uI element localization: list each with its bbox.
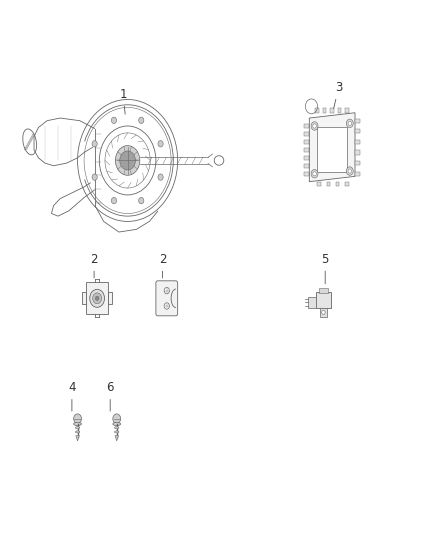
Text: 3: 3 <box>334 81 343 108</box>
Bar <box>304 124 309 128</box>
Circle shape <box>113 414 120 423</box>
Circle shape <box>111 117 117 124</box>
Bar <box>317 127 347 172</box>
Circle shape <box>139 117 144 124</box>
Circle shape <box>74 414 81 423</box>
Bar <box>355 172 360 176</box>
Bar <box>109 293 112 304</box>
Bar <box>308 297 316 309</box>
Circle shape <box>158 141 163 147</box>
Ellipse shape <box>74 422 81 425</box>
Bar <box>319 288 328 293</box>
Circle shape <box>120 151 135 170</box>
Ellipse shape <box>75 426 80 429</box>
Ellipse shape <box>115 426 119 429</box>
Circle shape <box>348 121 352 125</box>
Circle shape <box>313 124 316 128</box>
Circle shape <box>95 296 99 301</box>
Circle shape <box>322 310 325 314</box>
Bar <box>315 108 319 113</box>
Polygon shape <box>76 435 79 441</box>
Bar <box>304 132 309 136</box>
Circle shape <box>92 141 97 147</box>
Text: 2: 2 <box>159 253 166 278</box>
Circle shape <box>311 122 318 130</box>
Bar <box>355 161 360 165</box>
Bar <box>320 308 327 317</box>
Ellipse shape <box>113 422 120 425</box>
Bar <box>304 140 309 144</box>
Bar <box>304 172 309 176</box>
Text: 5: 5 <box>321 253 329 284</box>
FancyBboxPatch shape <box>156 281 178 316</box>
Circle shape <box>92 174 97 180</box>
Text: 1: 1 <box>120 87 127 114</box>
Circle shape <box>158 174 163 180</box>
Ellipse shape <box>75 431 80 433</box>
Circle shape <box>346 167 353 175</box>
Bar <box>346 182 349 186</box>
Circle shape <box>348 169 352 173</box>
Bar <box>338 108 341 113</box>
Circle shape <box>164 287 170 294</box>
Bar <box>304 148 309 152</box>
Bar <box>330 108 334 113</box>
Circle shape <box>139 197 144 204</box>
Bar <box>336 182 339 186</box>
Bar <box>355 129 360 133</box>
Ellipse shape <box>115 431 119 433</box>
Circle shape <box>111 197 117 204</box>
Bar <box>355 140 360 144</box>
Bar <box>346 108 349 113</box>
Bar <box>82 293 86 304</box>
Circle shape <box>116 146 140 175</box>
Bar <box>304 164 309 168</box>
Circle shape <box>164 303 170 309</box>
Text: 6: 6 <box>106 381 114 411</box>
Bar <box>327 182 330 186</box>
Circle shape <box>313 172 316 176</box>
Circle shape <box>93 293 102 304</box>
Bar <box>323 108 326 113</box>
Circle shape <box>90 289 105 308</box>
Circle shape <box>346 119 353 127</box>
Circle shape <box>311 169 318 178</box>
Bar <box>317 182 321 186</box>
Bar <box>304 156 309 160</box>
Bar <box>355 150 360 155</box>
Bar <box>86 282 109 314</box>
Text: 2: 2 <box>90 253 98 278</box>
Text: 4: 4 <box>68 381 76 411</box>
Polygon shape <box>309 113 355 182</box>
Bar <box>316 292 331 308</box>
Polygon shape <box>115 435 118 441</box>
Bar <box>355 118 360 123</box>
